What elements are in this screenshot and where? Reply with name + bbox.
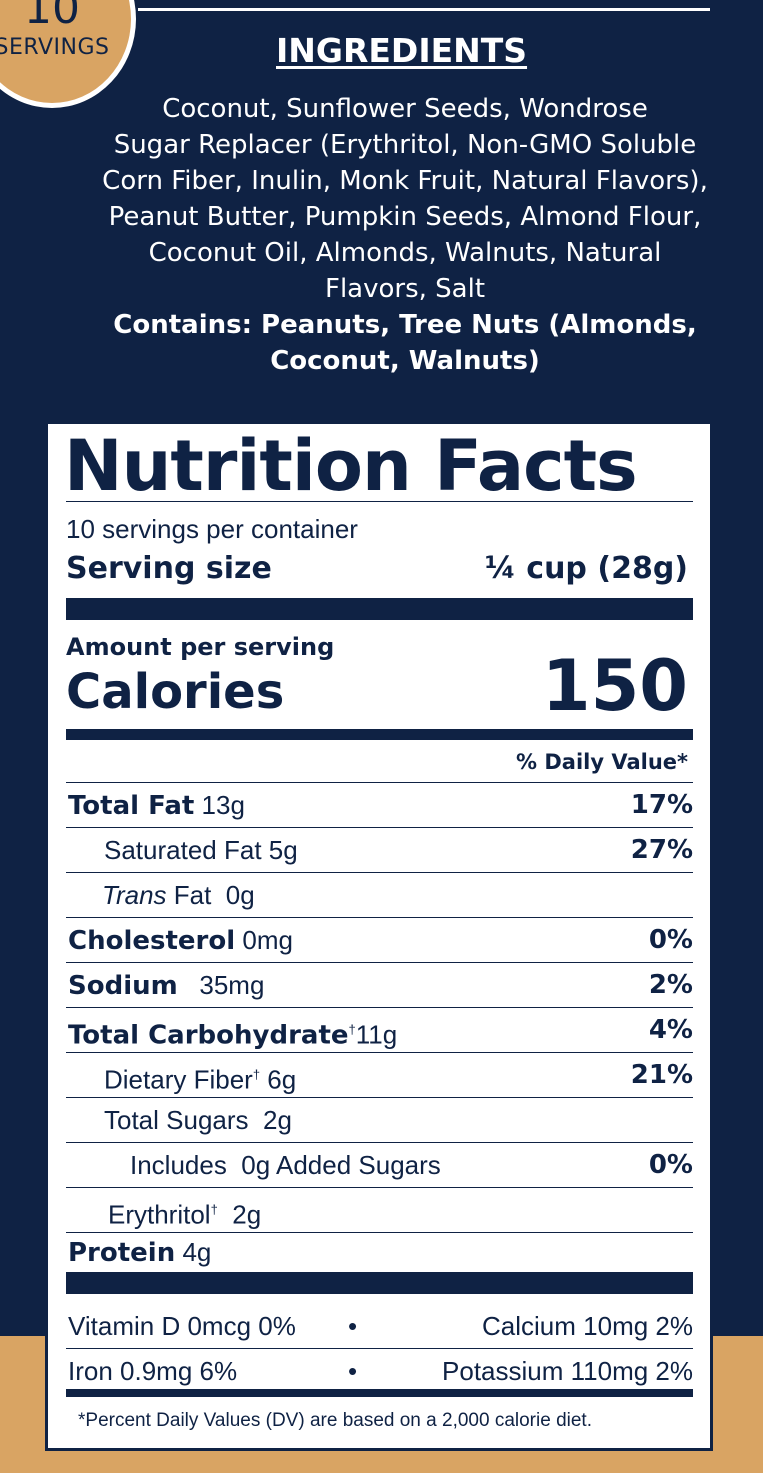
medium-divider [66,1389,693,1397]
nutrient-name-suffix: Fat [173,880,212,910]
nutrient-row-saturated-fat: Saturated Fat 5g 27% [66,828,693,873]
nutrient-dv: 2% [648,970,693,1000]
nutrient-name: Total Fat [68,791,195,821]
allergen-line: Contains: Peanuts, Tree Nuts (Almonds, [113,310,697,340]
footnote: *Percent Daily Values (DV) are based on … [78,1410,592,1431]
nutrient-name: Total Sugars [104,1105,249,1135]
nutrient-dv: 0% [648,925,693,955]
daily-value-header: % Daily Value* [516,750,688,774]
nutrient-amount: 13g [201,790,245,820]
nutrient-name: Saturated Fat [104,835,262,865]
divider [66,782,693,783]
amount-per-serving: Amount per serving [66,633,335,661]
allergen-line: Coconut, Walnuts) [270,346,540,376]
nutrient-name: Trans [102,880,167,910]
nutrient-amount: 4g [182,1237,212,1267]
ingredients-line: Peanut Butter, Pumpkin Seeds, Almond Flo… [108,202,702,232]
nutrition-facts-title: Nutrition Facts [64,425,638,507]
servings-per-container: 10 servings per container [66,514,358,544]
thick-divider [66,598,693,620]
dagger-mark: † [252,1067,261,1082]
nutrient-name: Protein [68,1238,176,1268]
nutrient-amount: 5g [268,835,298,865]
nutrient-name: Dietary Fiber [104,1064,253,1095]
bullet: • [348,1311,358,1341]
nutrient-row-dietary-fiber: Dietary Fiber† 6g 21% [66,1053,693,1098]
nutrient-name: Total Carbohydrate [68,1020,349,1051]
nutrition-label: Nutrition Facts 10 servings per containe… [45,421,713,1451]
nutrient-row-total-sugars: Total Sugars 2g [66,1098,693,1143]
ingredients-line: Coconut Oil, Almonds, Walnuts, Natural [148,238,662,268]
nutrient-amount: 0g [225,880,255,910]
vitamin-left: Iron 0.9mg 6% [68,1356,238,1386]
nutrient-row-sodium: Sodium 35mg 2% [66,963,693,1008]
nutrient-amount: 2g [232,1199,262,1230]
nutrient-amount: 11g [355,1019,398,1050]
thick-divider [66,1272,693,1294]
vitamin-left: Vitamin D 0mcg 0% [68,1311,296,1341]
ingredients-line: Coconut, Sunflower Seeds, Wondrose [162,94,648,124]
vitamin-row: Vitamin D 0mcg 0% • Calcium 10mg 2% [66,1304,693,1349]
nutrient-dv: 21% [630,1060,693,1090]
badge-label: SERVINGS [0,35,110,60]
vitamin-row: Iron 0.9mg 6% • Potassium 110mg 2% [66,1349,693,1393]
badge-number: 10 [24,0,80,34]
divider [66,501,693,502]
nutrient-dv: 17% [630,790,693,820]
dagger-mark: † [348,1022,356,1037]
nutrient-amount: 2g [262,1105,292,1135]
ingredients-line: Corn Fiber, Inulin, Monk Fruit, Natural … [102,166,708,196]
ingredients-title: INGREDIENTS [276,31,528,70]
dagger-mark: † [210,1202,218,1217]
ingredients-line: Flavors, Salt [324,274,486,304]
calories-label: Calories [66,664,285,720]
nutrient-name: Cholesterol [68,926,236,956]
nutrient-name: Sodium [68,971,178,1001]
top-rule [138,0,710,11]
bullet: • [348,1356,358,1386]
vitamin-right: Potassium 110mg 2% [442,1356,693,1386]
nutrient-amount: 6g [267,1064,297,1095]
nutrient-row-protein: Protein 4g [66,1230,693,1274]
serving-size-label: Serving size [66,551,272,586]
nutrient-dv: 0% [648,1150,693,1180]
nutrient-row-erythritol: Erythritol† 2g [66,1188,693,1233]
nutrient-dv: 4% [648,1015,693,1045]
nutrient-row-trans-fat: Trans Fat 0g [66,873,693,918]
nutrient-dv: 27% [630,835,693,865]
nutrient-amount: 0mg [242,925,293,955]
servings-badge: 10 SERVINGS [0,0,136,108]
nutrient-name: Erythritol [108,1199,211,1230]
nutrient-row-total-carbohydrate: Total Carbohydrate†11g 4% [66,1008,693,1053]
nutrient-row-total-fat: Total Fat 13g 17% [66,783,693,828]
ingredients-text: Coconut, Sunflower Seeds, Wondrose Sugar… [60,91,750,379]
vitamin-right: Calcium 10mg 2% [482,1311,693,1341]
nutrient-amount: 35mg [199,970,265,1000]
ingredients-line: Sugar Replacer (Erythritol, Non-GMO Solu… [113,130,697,160]
medium-divider [66,729,693,740]
nutrient-row-added-sugars: Includes 0g Added Sugars 0% [66,1143,693,1188]
nutrient-name: Includes [130,1150,227,1180]
serving-size-value: ¼ cup (28g) [484,551,688,586]
nutrient-row-cholesterol: Cholesterol 0mg 0% [66,918,693,963]
calories-value: 150 [541,645,688,727]
nutrient-amount: 0g Added Sugars [241,1150,441,1180]
